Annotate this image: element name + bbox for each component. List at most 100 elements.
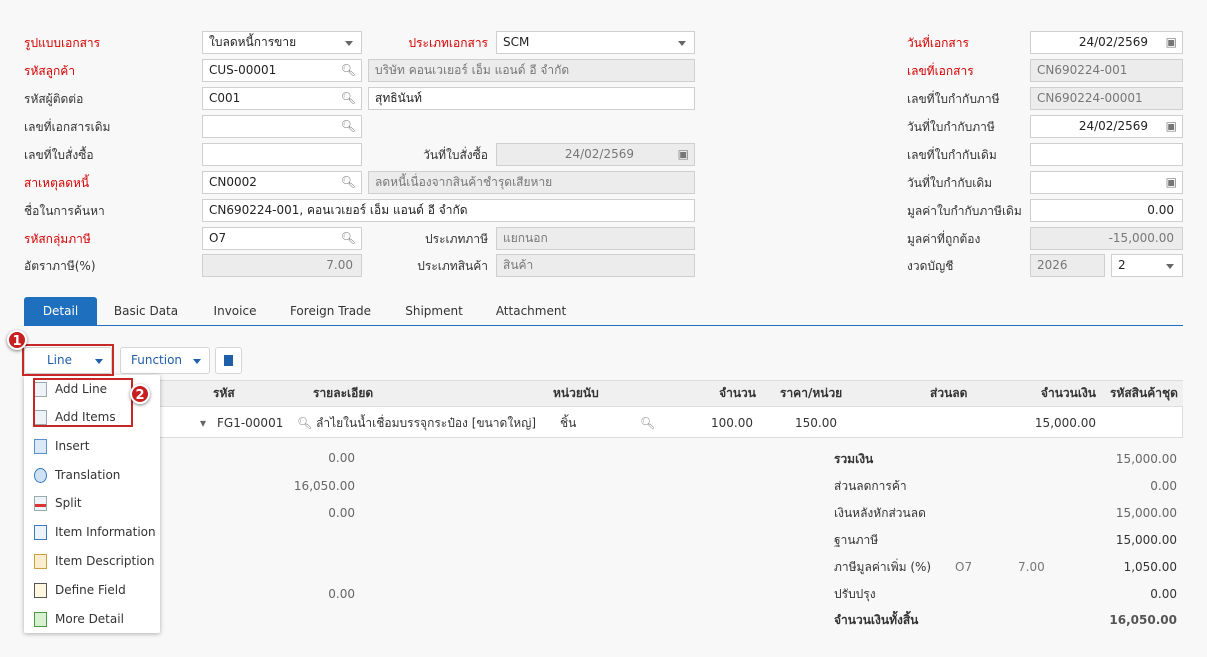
customer-code-input[interactable]: CUS-00001 🔍︎ — [202, 59, 362, 82]
correct-value-label: มูลค่าที่ถูกต้อง — [907, 232, 981, 246]
vat-value: 1,050.00 — [1123, 560, 1177, 574]
orig-inv-no-input[interactable] — [1030, 143, 1183, 166]
period-label: งวดบัญชี — [907, 259, 954, 273]
menu-item-split[interactable]: Split — [34, 492, 82, 514]
function-button-label: Function — [131, 353, 183, 367]
menu-item-label: Split — [55, 496, 82, 510]
orig-inv-date-input[interactable]: ▣ — [1030, 171, 1183, 194]
orig-inv-no-label: เลขที่ใบกำกับเดิม — [907, 148, 997, 162]
col-description: รายละเอียด — [313, 386, 374, 400]
tax-rate-label: อัตราภาษี(%) — [24, 259, 96, 273]
info-icon — [34, 525, 47, 540]
search-icon[interactable]: 🔍︎ — [640, 416, 656, 430]
row-price[interactable]: 150.00 — [795, 416, 837, 430]
tab-shipment[interactable]: Shipment — [405, 304, 463, 318]
tax-inv-date-input[interactable]: 24/02/2569 ▣ — [1030, 115, 1183, 138]
search-icon[interactable]: 🔍︎ — [340, 91, 356, 105]
correct-value-field: -15,000.00 — [1030, 227, 1183, 250]
search-icon[interactable]: 🔍︎ — [340, 63, 356, 77]
period-year-field: 2026 — [1030, 254, 1105, 277]
doc-type-select[interactable]: SCM — [496, 31, 695, 54]
adjust-label: ปรับปรุง — [834, 587, 876, 601]
po-date-label: วันที่ใบสั่งซื้อ — [423, 148, 488, 162]
search-icon[interactable]: 🔍︎ — [340, 231, 356, 245]
row-amount[interactable]: 15,000.00 — [1034, 416, 1096, 430]
left-summary-value: 0.00 — [328, 451, 355, 465]
subtotal-label: รวมเงิน — [834, 452, 874, 466]
menu-item-more-detail[interactable]: More Detail — [34, 608, 124, 630]
menu-item-translation[interactable]: Translation — [34, 464, 120, 486]
tab-invoice[interactable]: Invoice — [213, 304, 257, 318]
col-qty: จำนวน — [719, 386, 756, 400]
contact-code-input[interactable]: C001 🔍︎ — [202, 87, 362, 110]
more-detail-icon — [34, 612, 47, 627]
customer-code-value: CUS-00001 — [209, 63, 277, 77]
doc-no-field: CN690224-001 — [1030, 59, 1183, 82]
menu-item-label: Add Line — [55, 382, 108, 396]
line-button-label: Line — [47, 353, 73, 367]
line-button[interactable]: Line — [24, 347, 112, 374]
menu-item-define-field[interactable]: Define Field — [34, 579, 126, 601]
contact-code-label: รหัสผู้ติดต่อ — [24, 92, 84, 106]
orig-doc-no-input[interactable]: 🔍︎ — [202, 115, 362, 138]
menu-item-label: Item Information — [55, 525, 156, 539]
po-no-input[interactable] — [202, 143, 362, 166]
doc-date-label: วันที่เอกสาร — [907, 36, 969, 50]
tab-underline — [24, 325, 1183, 326]
tab-attachment[interactable]: Attachment — [495, 304, 567, 318]
function-button[interactable]: Function — [120, 347, 210, 374]
line-dropdown-menu: Add Line Add Items Insert Translation Sp… — [24, 375, 160, 633]
menu-item-label: Define Field — [55, 583, 126, 597]
calendar-icon[interactable]: ▣ — [1165, 35, 1177, 49]
po-no-label: เลขที่ใบสั่งซื้อ — [24, 148, 94, 162]
tab-basic-data[interactable]: Basic Data — [113, 304, 179, 318]
table-row[interactable] — [24, 407, 1183, 438]
menu-item-item-description[interactable]: Item Description — [34, 550, 154, 572]
col-set-code: รหัสสินค้าชุด — [1110, 386, 1178, 400]
row-qty[interactable]: 100.00 — [711, 416, 753, 430]
vat-rate: 7.00 — [1018, 560, 1045, 574]
menu-item-label: Translation — [55, 468, 121, 482]
period-month-value: 2 — [1118, 258, 1126, 272]
calendar-icon[interactable]: ▣ — [1165, 119, 1177, 133]
row-code[interactable]: FG1-00001 — [217, 416, 284, 430]
menu-item-add-items[interactable]: Add Items — [34, 406, 116, 428]
tab-detail[interactable]: Detail — [24, 297, 97, 325]
row-unit[interactable]: ชิ้น — [560, 416, 577, 430]
menu-item-item-information[interactable]: Item Information — [34, 521, 156, 543]
search-name-input[interactable]: CN690224-001, คอนเวเยอร์ เอ็ม แอนด์ อี จ… — [202, 199, 695, 222]
search-icon[interactable]: 🔍︎ — [340, 175, 356, 189]
translation-icon — [34, 468, 47, 483]
doc-date-input[interactable]: 24/02/2569 ▣ — [1030, 31, 1183, 54]
tax-inv-date-label: วันที่ใบกำกับภาษี — [907, 120, 995, 134]
menu-item-label: More Detail — [55, 612, 124, 626]
after-discount-value: 15,000.00 — [1115, 506, 1177, 520]
chevron-down-icon — [345, 41, 353, 46]
contact-name-input[interactable]: สุทธินันท์ — [368, 87, 695, 110]
tab-foreign-trade[interactable]: Foreign Trade — [289, 304, 372, 318]
col-code: รหัส — [213, 386, 235, 400]
reason-label: สาเหตุลดหนี้ — [24, 176, 90, 190]
customer-code-label: รหัสลูกค้า — [24, 64, 76, 78]
highlight-add-menu — [33, 378, 133, 427]
row-description[interactable]: ลำไยในน้ำเชื่อมบรรจุกระป๋อง [ขนาดใหญ่] — [316, 416, 537, 430]
search-icon[interactable]: 🔍︎ — [340, 119, 356, 133]
menu-item-insert[interactable]: Insert — [34, 435, 89, 457]
calendar-icon[interactable]: ▣ — [1165, 175, 1177, 189]
delete-button[interactable] — [215, 347, 242, 374]
tax-group-input[interactable]: O7 🔍︎ — [202, 227, 362, 250]
doc-format-select[interactable]: ใบลดหนี้การขาย — [202, 31, 362, 54]
insert-icon — [34, 439, 47, 454]
total-label: จำนวนเงินทั้งสิ้น — [834, 613, 919, 627]
orig-inv-value-label: มูลค่าใบกำกับภาษีเดิม — [907, 204, 1022, 218]
period-month-select[interactable]: 2 — [1111, 254, 1183, 277]
reason-code-value: CN0002 — [209, 175, 257, 189]
chevron-down-icon[interactable]: ▾ — [200, 416, 207, 430]
tax-base-value: 15,000.00 — [1115, 533, 1177, 547]
reason-code-input[interactable]: CN0002 🔍︎ — [202, 171, 362, 194]
orig-inv-value-input[interactable]: 0.00 — [1030, 199, 1183, 222]
menu-item-add-line[interactable]: Add Line — [34, 378, 107, 400]
tax-inv-no-label: เลขที่ใบกำกับภาษี — [907, 92, 1000, 106]
search-icon[interactable]: 🔍︎ — [297, 416, 313, 430]
doc-date-value: 24/02/2569 — [1078, 35, 1148, 49]
